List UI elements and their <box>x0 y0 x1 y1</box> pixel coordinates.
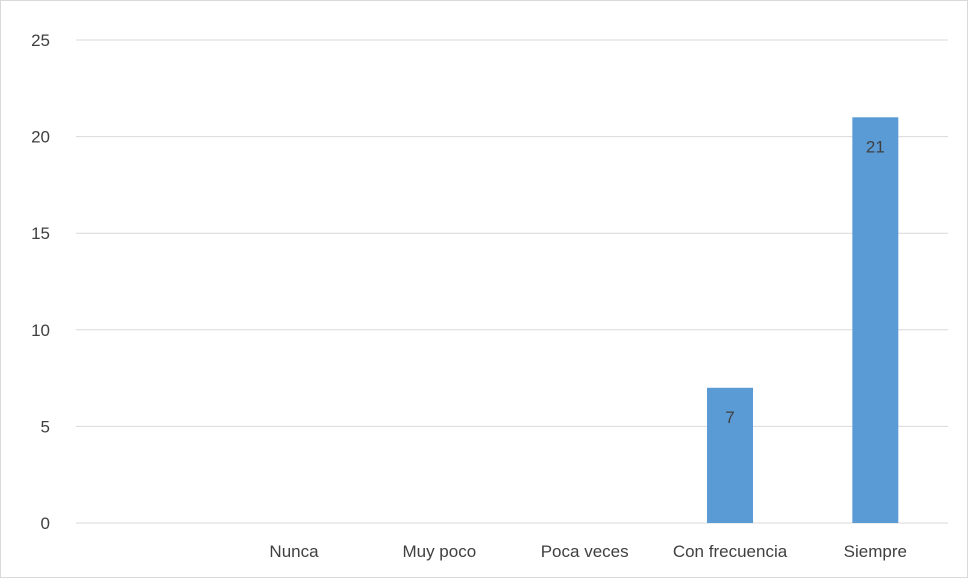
y-tick-label: 25 <box>31 31 50 50</box>
data-label: 21 <box>866 137 885 156</box>
y-tick-label: 20 <box>31 128 50 147</box>
x-category-label: Muy poco <box>402 542 476 561</box>
y-tick-label: 5 <box>41 417 50 436</box>
x-category-label: Nunca <box>269 542 319 561</box>
y-tick-label: 0 <box>41 514 50 533</box>
bars <box>707 117 899 523</box>
bar <box>852 117 899 523</box>
y-tick-label: 15 <box>31 224 50 243</box>
y-tick-label: 10 <box>31 321 50 340</box>
x-category-label: Poca veces <box>541 542 629 561</box>
x-category-label: Siempre <box>844 542 907 561</box>
x-axis-category-labels: Nunca Muy poco Poca veces Con frecuencia Sie… <box>269 542 907 561</box>
x-category-label: Con frecuencia <box>673 542 788 561</box>
bar <box>707 387 753 523</box>
data-label: 7 <box>725 408 734 427</box>
data-labels: 7 21 <box>725 137 885 426</box>
gridlines <box>76 39 948 524</box>
y-axis-tick-labels: 0 5 10 15 20 25 <box>31 31 50 533</box>
